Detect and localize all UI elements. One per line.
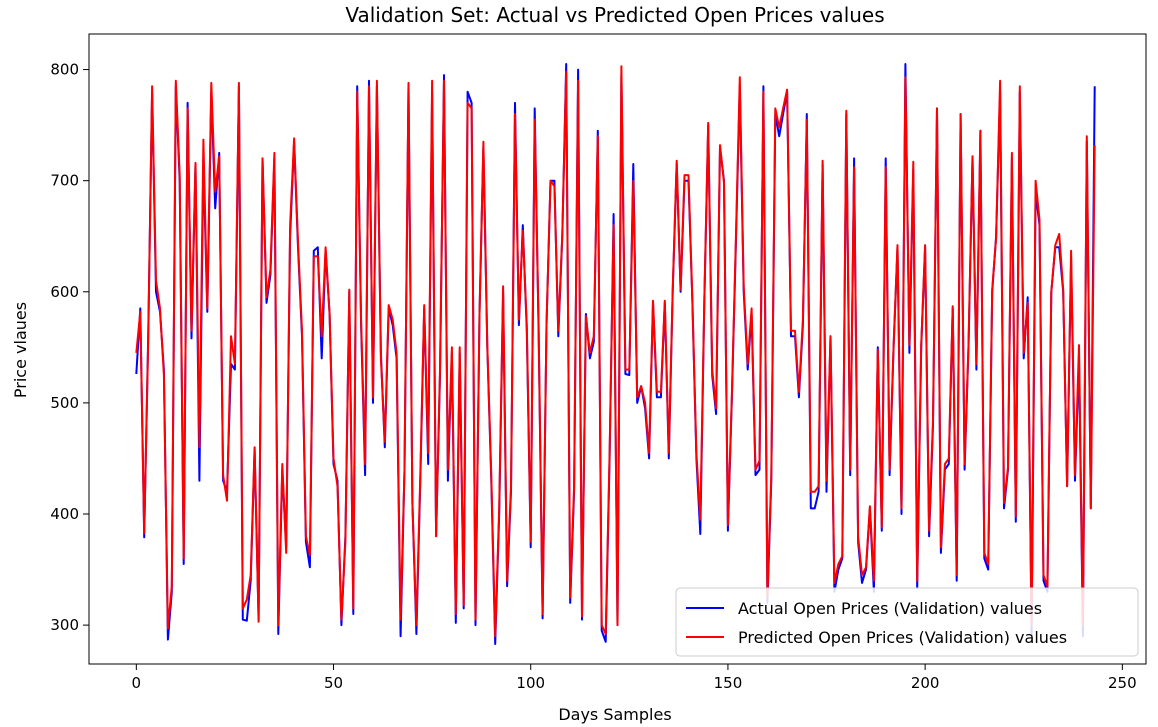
x-tick-label: 250 [1108,674,1137,692]
series-line-predicted [135,65,1096,638]
legend-label: Actual Open Prices (Validation) values [738,599,1042,618]
legend-label: Predicted Open Prices (Validation) value… [738,628,1067,647]
y-axis-ticks: 300 400 500 600 700 800 [50,61,89,634]
y-tick-label: 600 [50,283,79,301]
chart-title: Validation Set: Actual vs Predicted Open… [345,3,884,27]
x-tick-label: 200 [911,674,940,692]
y-tick-label: 300 [50,616,79,634]
plot-frame [88,33,1147,665]
x-axis-ticks: 0 50 100 150 200 250 [132,664,1137,692]
x-tick-label: 150 [714,674,743,692]
x-tick-label: 0 [132,674,142,692]
legend-box [675,587,1139,657]
y-tick-label: 400 [50,505,79,523]
plot-area [88,33,1147,665]
y-tick-label: 700 [50,172,79,190]
x-axis-label: Days Samples [558,705,671,724]
y-tick-label: 500 [50,394,79,412]
legend: Actual Open Prices (Validation) values Pr… [675,587,1139,657]
x-tick-label: 100 [516,674,545,692]
y-tick-label: 800 [50,61,79,79]
x-tick-label: 50 [324,674,343,692]
y-axis-label: Price vlaues [11,302,30,398]
